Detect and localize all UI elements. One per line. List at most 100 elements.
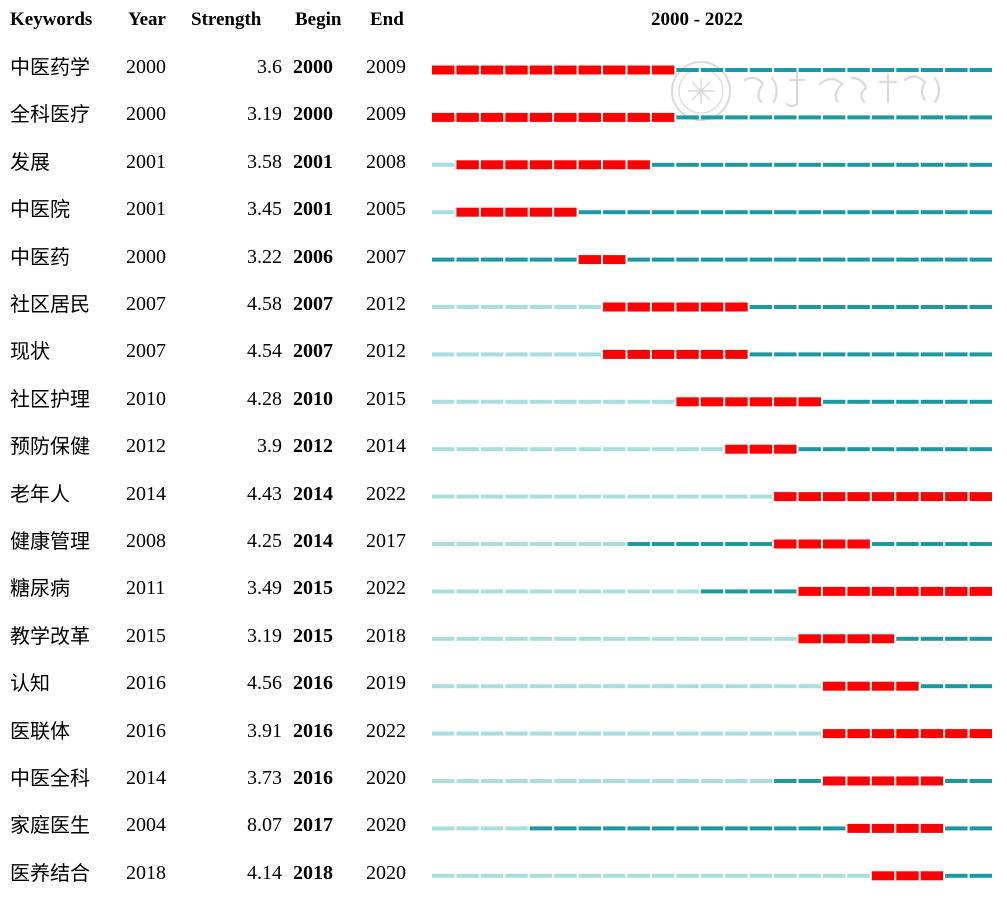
begin-year: 2001 (293, 198, 333, 221)
inactive-segment (529, 542, 553, 546)
burst-segment (627, 65, 650, 75)
burst-segment (651, 349, 675, 359)
active-segment (529, 826, 553, 831)
inactive-segment (480, 636, 504, 641)
inactive-segment (432, 636, 455, 641)
active-segment (920, 257, 944, 262)
active-segment (651, 162, 675, 167)
year-value: 2007 (126, 340, 166, 363)
burst-segment (554, 65, 577, 75)
year-value: 2001 (126, 198, 166, 221)
burst-segment (871, 729, 895, 739)
inactive-segment (749, 684, 773, 689)
burst-segment (822, 776, 846, 786)
active-segment (774, 779, 797, 783)
inactive-segment (603, 494, 626, 499)
burst-segment (969, 586, 992, 596)
active-segment (920, 636, 944, 641)
begin-year: 2018 (293, 861, 333, 884)
end-year: 2017 (366, 530, 406, 552)
burst-segment (529, 65, 553, 75)
keyword-label: 糖尿病 (10, 576, 70, 601)
inactive-segment (725, 731, 748, 736)
active-segment (896, 542, 919, 546)
active-segment (945, 779, 968, 783)
header-year: Year (128, 9, 166, 30)
active-segment (725, 257, 748, 262)
year-value: 2014 (126, 767, 166, 789)
end-year: 2022 (366, 482, 406, 505)
burst-segment (847, 539, 870, 549)
inactive-segment (529, 684, 553, 689)
inactive-segment (432, 352, 455, 357)
active-segment (774, 115, 797, 120)
active-segment (945, 684, 968, 689)
strength-value: 4.14 (247, 861, 282, 884)
active-segment (676, 257, 699, 262)
burst-segment (969, 729, 992, 739)
active-segment (529, 257, 553, 262)
active-segment (969, 826, 992, 831)
inactive-segment (578, 494, 602, 499)
end-year: 2020 (366, 861, 406, 884)
inactive-segment (529, 399, 553, 404)
year-value: 2001 (126, 150, 166, 173)
active-segment (774, 826, 797, 831)
burst-segment (896, 681, 919, 691)
strength-value: 4.25 (247, 530, 282, 552)
active-segment (920, 68, 944, 72)
inactive-segment (651, 779, 675, 783)
burst-segment (920, 492, 944, 502)
active-segment (847, 115, 870, 120)
burst-segment (578, 160, 602, 170)
year-value: 2014 (126, 482, 166, 505)
active-segment (969, 115, 992, 120)
year-value: 2000 (126, 56, 166, 78)
inactive-segment (627, 684, 650, 689)
active-segment (822, 68, 846, 72)
burst-segment (798, 539, 821, 549)
inactive-segment (554, 731, 577, 736)
active-segment (774, 210, 797, 215)
begin-year: 2016 (293, 672, 333, 695)
inactive-segment (480, 589, 504, 594)
keyword-label: 社区居民 (10, 292, 90, 316)
inactive-segment (432, 210, 455, 215)
keyword-label: 健康管理 (10, 529, 90, 553)
inactive-segment (725, 873, 748, 878)
active-segment (969, 447, 992, 452)
inactive-segment (554, 542, 577, 546)
burst-segment (456, 207, 479, 217)
inactive-segment (480, 494, 504, 499)
keyword-label: 社区护理 (10, 386, 90, 411)
active-segment (480, 257, 504, 262)
inactive-segment (651, 636, 675, 641)
active-segment (700, 68, 724, 72)
active-segment (700, 210, 724, 215)
burst-segment (505, 65, 528, 75)
inactive-segment (505, 636, 528, 641)
active-segment (774, 589, 797, 594)
burst-segment (456, 112, 479, 122)
inactive-segment (505, 684, 528, 689)
header-end: End (370, 9, 404, 30)
active-segment (725, 115, 748, 120)
keyword-label: 中医药学 (10, 55, 90, 79)
active-segment (871, 68, 895, 72)
inactive-segment (774, 873, 797, 878)
inactive-segment (529, 731, 553, 736)
active-segment (798, 257, 821, 262)
active-segment (969, 162, 992, 167)
active-segment (798, 162, 821, 167)
burst-segment (529, 207, 553, 217)
year-value: 2008 (126, 530, 166, 552)
keyword-row: 全科医疗 2000 3.19 2000 2009 (0, 91, 1007, 138)
burst-segment (578, 255, 602, 265)
burst-segment (578, 65, 602, 75)
burst-segment (676, 302, 699, 312)
begin-year: 2010 (293, 387, 333, 410)
burst-segment (749, 397, 773, 407)
burst-segment (505, 160, 528, 170)
year-value: 2010 (126, 387, 166, 410)
inactive-segment (651, 731, 675, 736)
